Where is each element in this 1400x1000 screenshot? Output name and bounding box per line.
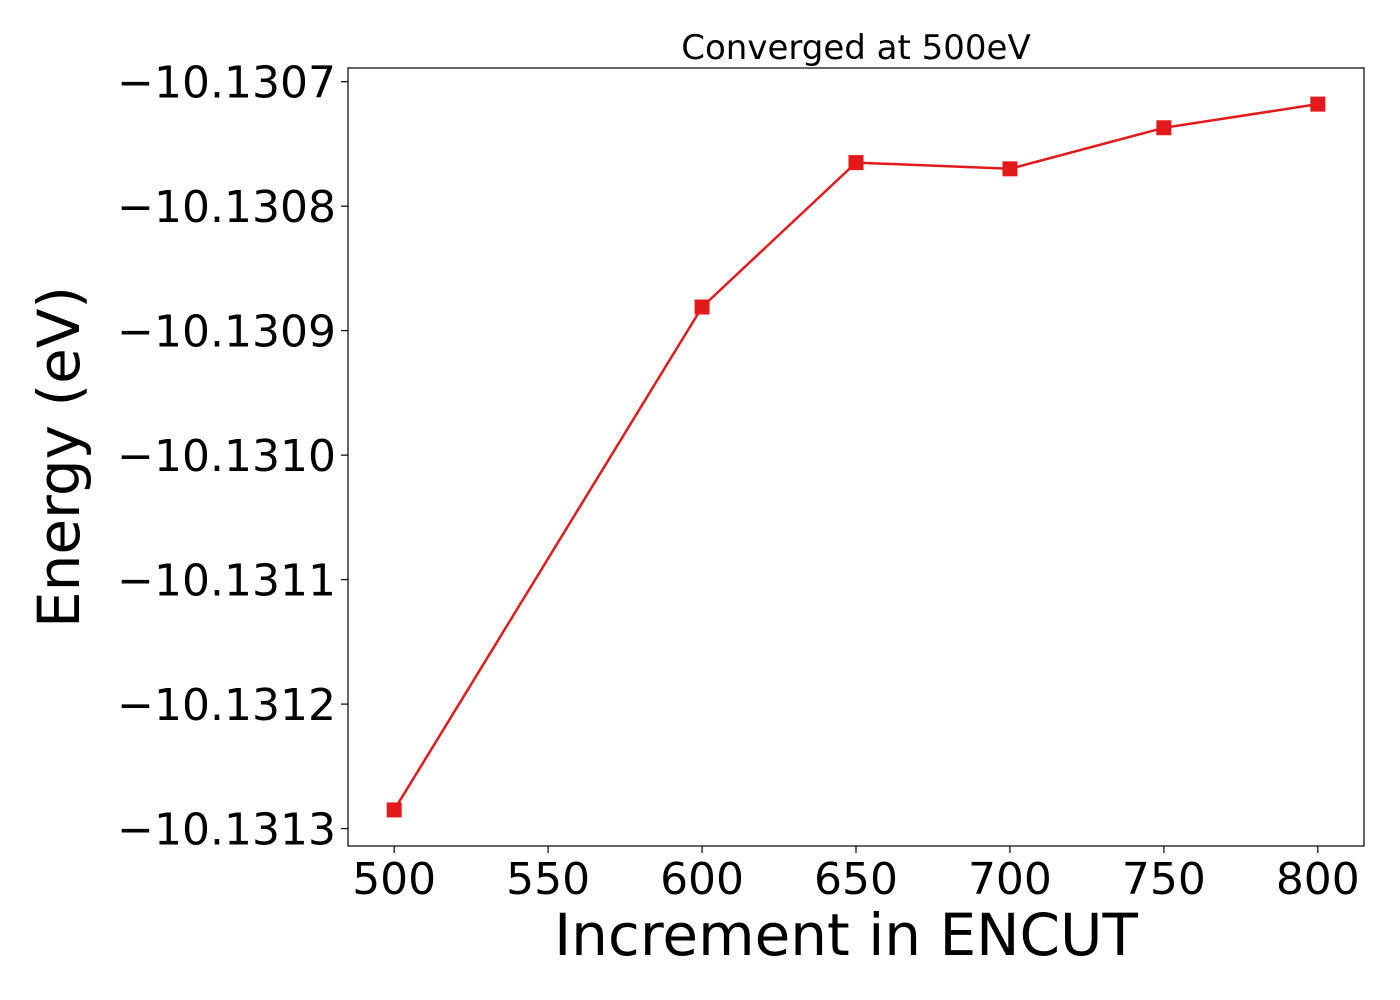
- x-tick-label: 600: [660, 854, 744, 905]
- data-point: [1002, 161, 1018, 177]
- series-line: [393, 102, 1318, 811]
- y-tick-label: −10.1307: [117, 58, 336, 109]
- x-axis-label: Increment in ENCUT: [554, 901, 1138, 969]
- y-tick-label: −10.1308: [117, 182, 336, 233]
- data-point: [386, 802, 402, 818]
- data-point: [848, 155, 864, 171]
- x-tick-label: 650: [814, 854, 898, 905]
- y-tick-label: −10.1313: [117, 805, 336, 856]
- series-layer: [386, 96, 1326, 818]
- x-tick-label: 500: [352, 854, 436, 905]
- x-axis-ticks: 500 550 600 650 700 750 800: [352, 846, 1360, 905]
- x-tick-label: 750: [1122, 854, 1206, 905]
- x-tick-label: 700: [968, 854, 1052, 905]
- x-tick-label: 800: [1276, 854, 1360, 905]
- y-tick-label: −10.1312: [117, 680, 336, 731]
- plot-area: [347, 67, 1365, 847]
- y-axis-label: Energy (eV): [25, 286, 93, 628]
- x-tick-label: 550: [506, 854, 590, 905]
- data-point: [1156, 120, 1172, 136]
- y-tick-label: −10.1309: [117, 307, 336, 358]
- data-point: [694, 299, 710, 315]
- chart-title: Converged at 500eV: [681, 28, 1030, 68]
- y-tick-label: −10.1310: [117, 431, 336, 482]
- y-axis-ticks: −10.1313 −10.1312 −10.1311 −10.1310 −10.1309…: [117, 58, 348, 856]
- data-point: [1310, 96, 1326, 112]
- y-tick-label: −10.1311: [117, 556, 336, 607]
